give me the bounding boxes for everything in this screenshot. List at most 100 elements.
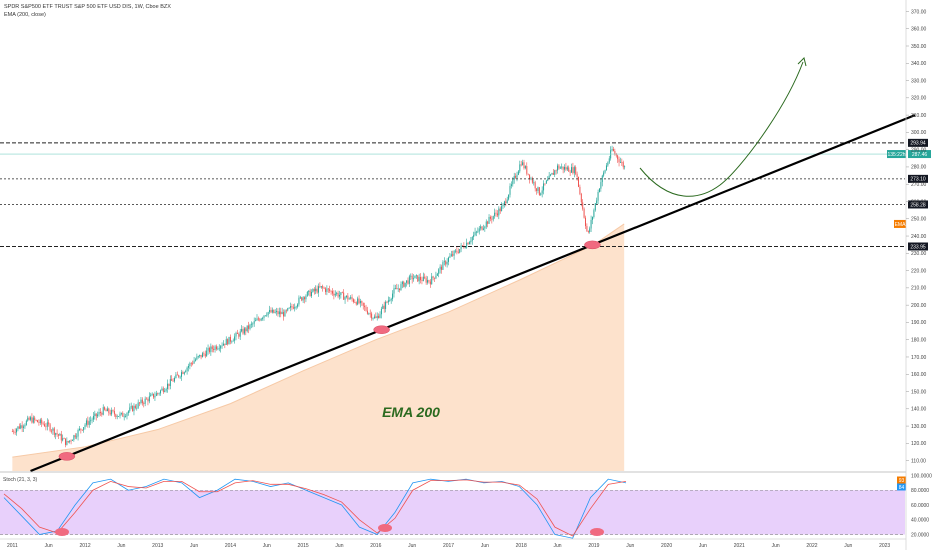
x-tick-label: Jun [554,543,562,549]
candle-body [557,165,559,171]
candle-body [612,149,614,151]
candle-body [376,315,378,318]
candle-body [77,430,79,437]
candle-body [24,425,26,427]
ema-200-area [12,223,625,471]
candle-body [274,311,276,313]
candle-body [208,347,210,353]
candle-body [344,297,346,300]
stoch-value-tag [897,483,906,491]
candle-body [406,280,408,283]
candle-body [394,288,396,289]
candle-body [196,356,198,360]
stoch-k-line [3,478,627,539]
candle-body [73,435,75,441]
stoch-y-tick-label: 100.0000 [911,473,932,479]
candle-body [495,212,497,214]
candle-body [311,291,313,297]
candle-body [35,420,37,421]
candle-body [41,419,43,424]
candle-body [520,164,522,166]
candle-body [575,167,577,174]
candle-body [288,307,290,309]
candle-body [250,323,252,325]
candle-body [492,216,494,220]
candle-body [531,178,533,183]
candle-body [468,242,470,245]
candle-body [543,183,545,191]
candle-body [619,161,621,163]
candle-body [134,405,136,408]
candle-body [600,182,602,189]
candle-body [386,301,388,303]
candle-body [350,297,352,299]
candle-body [397,288,399,290]
candle-body [14,432,16,433]
candle-body [586,226,588,231]
last-price-tag-label: 287.46 [912,152,928,158]
candle-body [207,347,209,351]
candle-body [467,242,469,245]
candle-body [393,288,395,294]
candle-body [13,431,15,433]
candle-body [608,158,610,163]
candle-body [470,240,472,243]
candle-body [445,261,447,265]
candle-body [474,231,476,236]
price-level-tag [908,138,928,147]
candle-body [383,305,385,309]
y-tick-label: 150.00 [911,389,927,395]
candle-body [537,187,539,191]
candle-body [407,280,409,284]
candle-body [125,416,127,417]
candle-body [232,340,234,342]
candle-body [607,162,609,166]
y-tick-label: 210.00 [911,286,927,292]
candle-body [17,426,19,430]
x-tick-label: 2018 [516,543,527,549]
candle-body [59,433,61,436]
candle-body [331,291,333,294]
candle-body [66,441,68,445]
candle-body [252,323,254,325]
candle-body [365,307,367,311]
candle-body [341,292,343,294]
y-tick-label: 190.00 [911,320,927,326]
candle-body [524,166,526,169]
candle-body [477,231,479,233]
candle-body [229,336,231,342]
candle-body [63,438,65,440]
candle-body [489,216,491,219]
y-tick-label: 230.00 [911,251,927,257]
candle-body [523,162,525,169]
candle-body [372,318,374,319]
candle-body [573,167,575,174]
candle-body [264,315,266,317]
candle-body [505,201,507,204]
stoch-d-line [3,479,627,537]
candle-body [283,312,285,317]
countdown-tag-label: 135:22h [887,152,905,158]
candle-body [420,276,422,281]
candle-body [104,407,106,410]
candle-body [417,275,419,282]
candle-body [27,417,29,421]
candle-body [129,407,131,412]
y-tick-label: 260.00 [911,199,927,205]
candle-body [267,312,269,315]
x-tick-label: Jun [844,543,852,549]
candle-body [224,343,226,345]
y-tick-label: 310.00 [911,113,927,119]
candle-body [448,257,450,262]
ema-200-label: EMA 200 [382,404,440,420]
candle-body [222,343,224,346]
y-tick-label: 320.00 [911,96,927,102]
candle-body [530,178,532,180]
candle-body [544,183,546,185]
candle-body [122,412,124,417]
candle-body [119,413,121,417]
candle-body [452,254,454,256]
candle-body [220,346,222,349]
stochastic-panel: Stoch (21, 3, 3) 100.0000 80.0000 60.0000 40… [0,471,932,539]
